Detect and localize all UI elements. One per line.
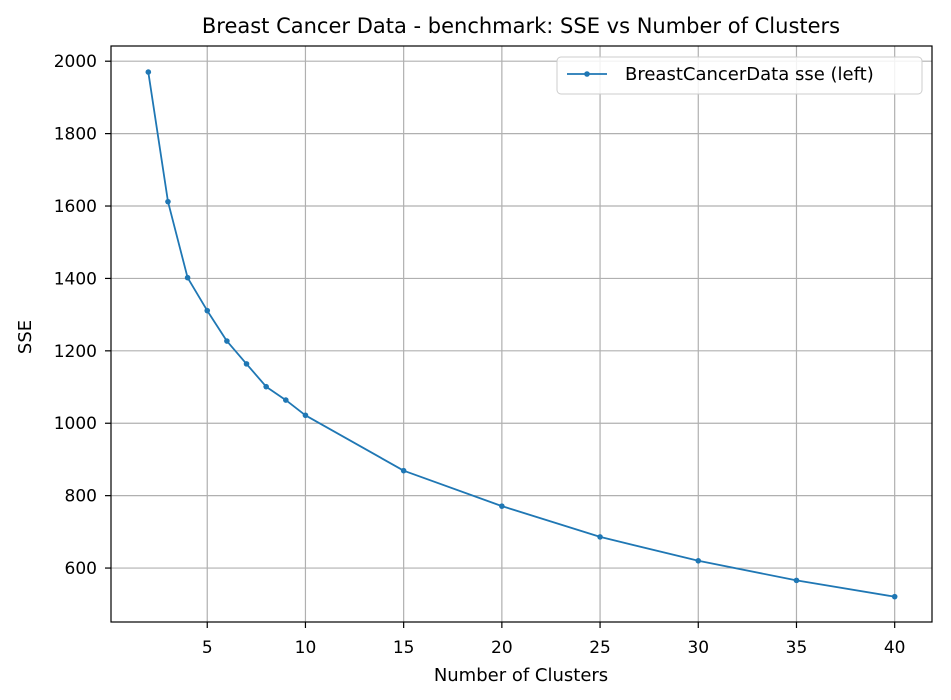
y-tick-label: 2000 bbox=[54, 52, 97, 72]
x-tick-label: 5 bbox=[202, 638, 213, 658]
legend-label: BreastCancerData sse (left) bbox=[625, 64, 874, 85]
y-tick-label: 1600 bbox=[54, 197, 97, 217]
y-tick-label: 1800 bbox=[54, 125, 97, 145]
y-axis-title: SSE bbox=[15, 320, 36, 354]
data-point bbox=[263, 383, 269, 390]
data-point bbox=[224, 338, 230, 344]
data-point bbox=[302, 412, 309, 419]
data-point bbox=[695, 558, 702, 564]
data-point bbox=[400, 467, 407, 474]
legend: BreastCancerData sse (left) bbox=[556, 56, 923, 95]
x-tick-label: 15 bbox=[393, 638, 415, 658]
data-point bbox=[184, 274, 191, 281]
x-tick-label: 25 bbox=[589, 638, 611, 658]
y-tick-label: 600 bbox=[65, 559, 97, 579]
legend-marker bbox=[584, 71, 590, 77]
y-tick-label: 1200 bbox=[54, 342, 97, 362]
plot-frame bbox=[110, 45, 933, 623]
series-layer bbox=[145, 69, 898, 600]
data-point bbox=[499, 503, 505, 509]
y-tick-label: 1000 bbox=[54, 414, 97, 434]
data-point bbox=[243, 361, 250, 367]
grid bbox=[111, 46, 932, 622]
data-point bbox=[283, 397, 289, 403]
x-tick-label: 20 bbox=[491, 638, 513, 658]
data-point bbox=[145, 69, 152, 75]
x-axis-title: Number of Clusters bbox=[434, 665, 608, 686]
x-tick-label: 30 bbox=[687, 638, 709, 658]
legend-box bbox=[556, 56, 923, 95]
x-tick-label: 40 bbox=[884, 638, 906, 658]
x-tick-label: 35 bbox=[786, 638, 808, 658]
data-point bbox=[165, 198, 171, 205]
axis-ticks: 5 10 15 20 25 30 35 40 600 800 1000 1200 1400 1600 180… bbox=[54, 52, 906, 658]
chart-title: Breast Cancer Data - benchmark: SSE vs N… bbox=[202, 14, 840, 38]
data-point bbox=[793, 577, 800, 584]
data-point bbox=[204, 307, 211, 314]
x-tick-label: 10 bbox=[295, 638, 317, 658]
data-point bbox=[597, 534, 603, 540]
y-tick-label: 1400 bbox=[54, 269, 97, 289]
y-tick-label: 800 bbox=[65, 487, 97, 507]
data-point bbox=[891, 593, 898, 600]
